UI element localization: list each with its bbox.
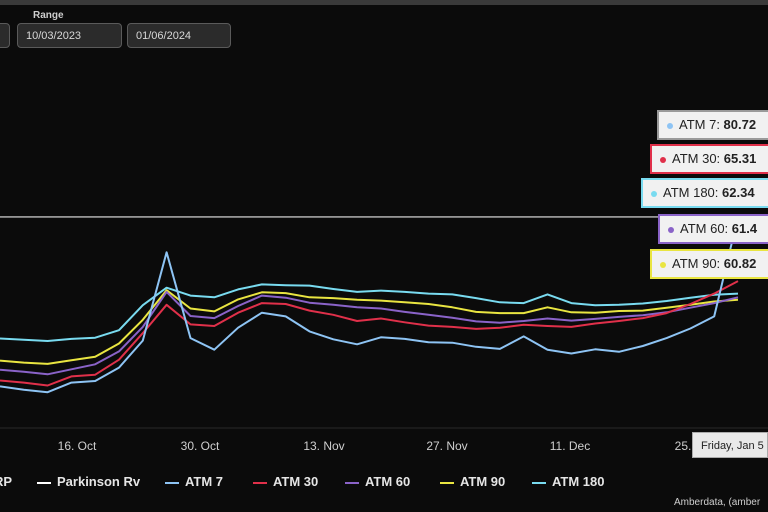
x-tick-label: 25. xyxy=(675,439,692,453)
chart-grid xyxy=(0,216,768,429)
legend-item[interactable]: RP xyxy=(0,474,12,489)
series-line-atm-30 xyxy=(0,280,739,387)
legend-label: Parkinson Rv xyxy=(57,474,141,489)
series-line-atm-180 xyxy=(0,283,739,342)
x-tick-label: 16. Oct xyxy=(58,439,97,453)
legend-item[interactable]: ATM 30 xyxy=(253,474,318,489)
legend-label: ATM 90 xyxy=(460,474,506,489)
legend-line-icon xyxy=(37,481,51,484)
tooltip-label: ATM 7: xyxy=(679,117,724,132)
tooltip-value: 65.31 xyxy=(723,151,757,166)
legend-line-icon xyxy=(440,481,454,484)
tooltip-label: ATM 60: xyxy=(680,221,732,236)
tooltip-value: 60.82 xyxy=(723,256,757,271)
legend-label: ATM 30 xyxy=(273,474,319,489)
legend-item[interactable]: ATM 180 xyxy=(532,474,605,489)
tooltip-value: 62.34 xyxy=(722,185,755,200)
tooltip-dot-icon xyxy=(660,262,666,268)
tooltip-dot-icon xyxy=(651,191,657,197)
tooltip-value: 61.4 xyxy=(731,221,758,236)
range-label: Range xyxy=(33,10,64,21)
x-tick-label: 30. Oct xyxy=(181,439,220,453)
legend-line-icon xyxy=(532,481,546,484)
series-line-atm-90 xyxy=(0,289,739,365)
legend-label: ATM 60 xyxy=(365,474,411,489)
legend-label: ATM 180 xyxy=(552,474,605,489)
tooltip-date: Friday, Jan 5 xyxy=(692,432,768,458)
tooltip-dot-icon xyxy=(668,227,674,233)
series-line-atm-60 xyxy=(0,290,739,376)
range-start-input[interactable]: 10/03/2023 xyxy=(17,23,122,48)
legend-item[interactable]: Parkinson Rv xyxy=(37,474,140,489)
legend-item[interactable]: ATM 90 xyxy=(440,474,505,489)
x-tick-label: 13. Nov xyxy=(303,439,344,453)
tooltip-item: ATM 30: 65.31 xyxy=(650,144,768,174)
series-line-atm-7 xyxy=(0,216,739,394)
legend-line-icon xyxy=(253,481,267,484)
tooltip-item: ATM 90: 60.82 xyxy=(650,249,768,279)
x-tick-label: 11. Dec xyxy=(550,439,590,453)
range-end-input[interactable]: 01/06/2024 xyxy=(127,23,231,48)
legend-label: ATM 7 xyxy=(185,474,224,489)
legend-item[interactable]: ATM 60 xyxy=(345,474,410,489)
tooltip-value: 80.72 xyxy=(723,117,757,132)
chart-legend: RP Parkinson Rv ATM 7 ATM 30 ATM 60 ATM 90 ATM… xyxy=(0,474,768,490)
tooltip-label: ATM 30: xyxy=(672,151,724,166)
tooltip-dot-icon xyxy=(667,123,673,129)
legend-line-icon xyxy=(345,481,359,484)
tooltip-item: ATM 180: 62.34 xyxy=(641,178,768,208)
plot-area xyxy=(0,216,739,394)
legend-item[interactable]: ATM 7 xyxy=(165,474,223,489)
tooltip-label: ATM 180: xyxy=(663,185,723,200)
range-prev-box[interactable] xyxy=(0,23,10,48)
chart-credit[interactable]: Amberdata, (amber xyxy=(674,497,761,508)
legend-label: RP xyxy=(0,474,13,489)
top-edge-bar xyxy=(0,0,768,5)
legend-line-icon xyxy=(165,481,179,484)
tooltip-dot-icon xyxy=(660,157,666,163)
x-axis-ticks: 16. Oct 30. Oct 13. Nov 27. Nov 11. Dec 25. xyxy=(58,439,692,453)
tooltip-label: ATM 90: xyxy=(672,256,724,271)
tooltip-item: ATM 60: 61.4 xyxy=(658,214,768,244)
tooltip-item: ATM 7: 80.72 xyxy=(657,110,768,140)
x-tick-label: 27. Nov xyxy=(426,439,467,453)
